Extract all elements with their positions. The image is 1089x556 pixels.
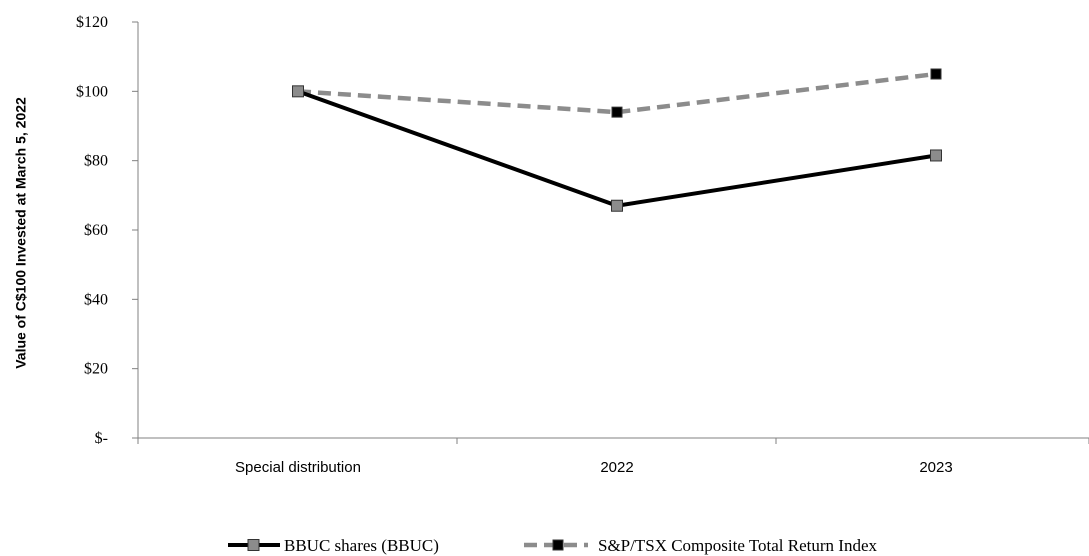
y-tick-label: $20 bbox=[84, 361, 108, 378]
data-point-marker bbox=[611, 199, 623, 212]
y-tick-label: $60 bbox=[84, 222, 108, 239]
x-tick-label: Special distribution bbox=[235, 459, 361, 476]
y-tick-label: $120 bbox=[76, 14, 108, 31]
legend-marker bbox=[247, 539, 260, 551]
y-tick-label: $40 bbox=[84, 291, 108, 308]
legend: BBUC shares (BBUC) S&P/TSX Composite Tota… bbox=[228, 536, 877, 555]
axes: $- $20 $40 $60 $80 $100 $120 Special distributi… bbox=[76, 14, 1089, 476]
series-layer bbox=[292, 68, 942, 212]
x-tick-label: 2022 bbox=[600, 459, 633, 476]
y-axis-label: Value of C$100 Invested at March 5, 2022 bbox=[13, 97, 29, 369]
legend-marker bbox=[552, 539, 564, 551]
data-point-marker bbox=[930, 68, 942, 80]
y-tick-label: $100 bbox=[76, 83, 108, 100]
data-point-marker bbox=[292, 85, 304, 98]
series-bbuc bbox=[292, 85, 942, 212]
y-tick-label: $80 bbox=[84, 153, 108, 170]
x-tick-label: 2023 bbox=[919, 459, 952, 476]
series-line bbox=[297, 71, 937, 115]
legend-label: S&P/TSX Composite Total Return Index bbox=[598, 536, 877, 555]
legend-label: BBUC shares (BBUC) bbox=[284, 536, 439, 555]
legend-entry-sptsx: S&P/TSX Composite Total Return Index bbox=[524, 536, 877, 555]
legend-entry-bbuc: BBUC shares (BBUC) bbox=[228, 536, 439, 555]
data-point-marker bbox=[611, 106, 623, 118]
data-point-marker bbox=[930, 149, 942, 162]
series-sptsx bbox=[292, 68, 942, 118]
y-tick-label: $- bbox=[95, 430, 108, 447]
